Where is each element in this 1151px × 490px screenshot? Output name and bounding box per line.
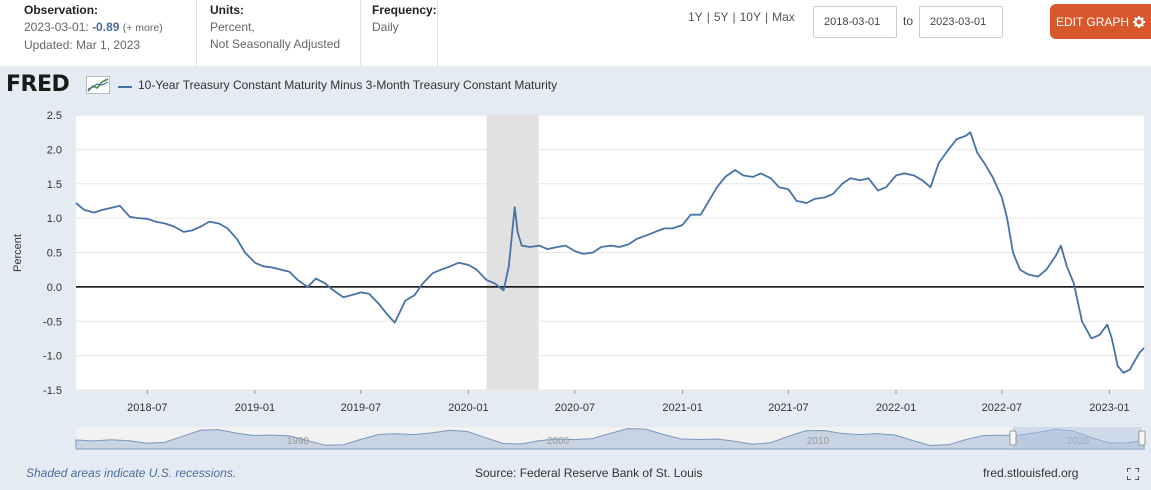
series-line (75, 131, 1145, 374)
x-tick-label: 2020-07 (555, 402, 595, 414)
y-tick-label: 0.0 (47, 282, 62, 294)
edit-graph-label: EDIT GRAPH (1055, 14, 1130, 29)
range-5y-button[interactable]: 5Y (713, 10, 729, 24)
end-date-input[interactable] (919, 6, 1003, 38)
range-1y-button[interactable]: 1Y (688, 10, 703, 24)
updated-date: Updated: Mar 1, 2023 (24, 38, 141, 52)
divider (437, 0, 438, 66)
y-tick-label: -0.5 (43, 316, 62, 328)
navigator-right-handle[interactable] (1138, 430, 1146, 446)
range-separator: | (706, 10, 710, 24)
navigator-series (75, 428, 1145, 450)
site-link[interactable]: fred.stlouisfed.org (983, 466, 1079, 480)
navigator-selection[interactable] (1013, 427, 1142, 449)
frequency-block: Frequency: Daily (372, 2, 437, 36)
observation-date: 2023-03-01: (24, 20, 89, 34)
x-tick-label: 2018-07 (127, 402, 167, 414)
x-tick-label: 2022-01 (876, 402, 916, 414)
observation-value: -0.89 (92, 20, 120, 34)
divider (196, 0, 197, 66)
start-date-input[interactable] (813, 6, 897, 38)
x-tick-label: 2021-07 (768, 402, 808, 414)
to-label: to (903, 14, 914, 28)
fred-logo[interactable]: FRED (6, 72, 70, 97)
frequency-label: Frequency: (372, 3, 437, 17)
range-navigator[interactable]: 1990200020102020 (75, 427, 1146, 450)
frequency-value: Daily (372, 20, 399, 34)
recession-note: Shaded areas indicate U.S. recessions. (26, 466, 237, 480)
units-value-1: Percent, (210, 20, 255, 34)
range-buttons: 1Y | 5Y | 10Y | Max (688, 10, 795, 24)
y-axis-label: Percent (12, 234, 24, 272)
line-chart-icon (86, 76, 110, 94)
range-separator: | (764, 10, 769, 24)
navigator-left-handle[interactable] (1009, 430, 1017, 446)
navigator-label: 2000 (547, 436, 570, 447)
divider (360, 0, 361, 66)
x-tick-label: 2020-01 (448, 402, 488, 414)
range-10y-button[interactable]: 10Y (739, 10, 761, 24)
edit-graph-button[interactable]: EDIT GRAPH (1050, 4, 1151, 39)
units-label: Units: (210, 3, 244, 17)
y-tick-label: -1.5 (43, 385, 62, 397)
x-tick-label: 2022-07 (982, 402, 1022, 414)
x-tick-label: 2019-01 (235, 402, 275, 414)
range-separator: | (732, 10, 736, 24)
top-bar: Observation: 2023-03-01: -0.89 (+ more) … (0, 0, 1151, 66)
range-max-button[interactable]: Max (772, 10, 795, 24)
series-title: 10-Year Treasury Constant Maturity Minus… (138, 78, 558, 92)
gear-icon (1133, 15, 1146, 28)
y-tick-label: 2.0 (47, 144, 62, 156)
y-tick-label: 2.5 (47, 110, 62, 122)
legend-swatch (118, 86, 132, 88)
navigator-label: 1990 (287, 436, 310, 447)
navigator-label: 2010 (807, 436, 830, 447)
y-tick-label: 1.5 (47, 179, 62, 191)
x-tick-label: 2023-01 (1089, 402, 1129, 414)
y-tick-label: -1.0 (43, 351, 62, 363)
observation-block: Observation: 2023-03-01: -0.89 (+ more) … (24, 2, 163, 54)
units-value-2: Not Seasonally Adjusted (210, 37, 341, 51)
x-tick-label: 2019-07 (341, 402, 381, 414)
observation-more-link[interactable]: (+ more) (122, 22, 163, 34)
fullscreen-icon[interactable] (1127, 468, 1139, 480)
x-tick-label: 2021-01 (662, 402, 702, 414)
units-block: Units: Percent, Not Seasonally Adjusted (210, 2, 340, 53)
y-tick-label: 1.0 (47, 213, 62, 225)
observation-label: Observation: (24, 3, 99, 17)
source-text: Source: Federal Reserve Bank of St. Loui… (475, 466, 703, 480)
y-tick-label: 0.5 (47, 248, 62, 260)
